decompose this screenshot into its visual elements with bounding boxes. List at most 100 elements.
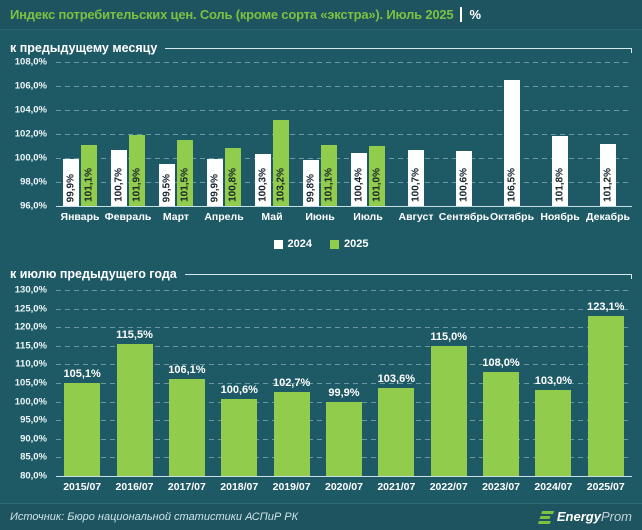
value-label: 101,1%: [323, 168, 335, 202]
gridline: [56, 364, 632, 366]
bar: 101,2%: [600, 143, 616, 206]
value-label: 123,1%: [587, 300, 625, 313]
category-label: 2025/07: [586, 481, 625, 493]
value-label: 108,0%: [482, 356, 520, 369]
plot-area: 99,9% 101,1% Январь 100,7% 101,9% Февраль 99,5…: [56, 62, 632, 223]
bar: 103,6%: [378, 373, 415, 476]
value-label: 100,3%: [257, 168, 269, 202]
bar-group: 108,0% 2023/07: [475, 290, 527, 493]
category-label: 2016/07: [115, 481, 154, 493]
y-axis: 80,0% 85,0% 90,0% 95,0% 100,0% 105,0% 110,0% 11…: [0, 285, 52, 482]
value-label: 100,7%: [113, 168, 125, 202]
bars-container: 105,1% 2015/07 115,5% 2016/07 106,1% 2017/07 1…: [56, 290, 632, 493]
value-label: 115,5%: [116, 328, 153, 341]
energyprom-logo: EnergyProm: [537, 508, 632, 526]
bar: 108,0%: [482, 357, 520, 476]
footer-bar: Источник: Бюро национальной статистики А…: [0, 503, 642, 530]
y-tick-label: 95,0%: [20, 414, 47, 426]
x-axis-line: [56, 206, 632, 207]
bar-group: 106,1% 2017/07: [161, 290, 213, 493]
category-label: Сентябрь: [438, 211, 490, 223]
bar: 102,7%: [273, 377, 310, 476]
bar: 101,5%: [177, 140, 193, 206]
bar-group: 99,8% 101,1% Июнь: [296, 62, 344, 223]
value-label: 103,0%: [534, 375, 573, 388]
bar: 100,6%: [456, 150, 472, 206]
bar: 101,1%: [321, 144, 337, 206]
y-tick-label: 115,0%: [15, 340, 47, 352]
bar-group: 115,5% 2016/07: [108, 290, 160, 493]
value-label: 101,9%: [131, 168, 143, 202]
value-label: 106,1%: [168, 363, 206, 376]
category-label: 2015/07: [63, 481, 102, 493]
legend-item-2025: 2025: [330, 238, 368, 250]
value-label: 103,6%: [377, 373, 415, 386]
bar-group: 99,9% 2020/07: [318, 290, 370, 493]
value-label: 100,6%: [458, 168, 470, 202]
legend-label-2025: 2025: [344, 238, 369, 250]
category-label: Декабрь: [586, 211, 630, 223]
y-axis: 96,0% 98,0% 100,0% 102,0% 104,0% 106,0% 108,0%: [0, 57, 52, 212]
y-tick-label: 120,0%: [14, 321, 47, 333]
title-bar: Индекс потребительских цен. Соль (кроме …: [0, 0, 642, 30]
category-label: 2019/07: [272, 481, 311, 493]
value-label: 100,7%: [410, 168, 422, 202]
bar: 115,5%: [116, 329, 153, 476]
value-label: 105,1%: [63, 367, 101, 380]
logo-text-light: Prom: [600, 509, 632, 524]
bars-container: 99,9% 101,1% Январь 100,7% 101,9% Февраль 99,5…: [56, 62, 632, 223]
bar: 123,1%: [587, 301, 624, 476]
value-label: 100,4%: [353, 168, 365, 202]
bar: 99,8%: [303, 160, 319, 206]
value-label: 101,2%: [602, 168, 614, 202]
bar: 100,7%: [408, 149, 424, 206]
category-label: 2018/07: [220, 481, 259, 493]
y-tick-label: 106,0%: [14, 80, 47, 92]
gridline: [56, 308, 632, 310]
bar: 100,7%: [111, 149, 127, 206]
bar-group: 100,7% 101,9% Февраль: [104, 62, 152, 223]
category-label: 2024/07: [534, 481, 573, 493]
bar: 103,0%: [535, 375, 572, 476]
section-header-yearly: к июлю предыдущего года: [10, 264, 633, 284]
bar-group: 103,0% 2024/07: [527, 290, 579, 493]
gridline: [56, 62, 632, 63]
y-tick-label: 100,0%: [14, 152, 47, 164]
bar-group: 105,1% 2015/07: [56, 290, 108, 493]
bar-group: 100,6% 2018/07: [213, 290, 265, 493]
page-title: Индекс потребительских цен. Соль (кроме …: [10, 7, 454, 22]
value-label: 115,0%: [430, 330, 468, 343]
value-label: 101,0%: [371, 168, 383, 202]
bar-group: 101,2% Декабрь: [584, 62, 632, 223]
y-tick-label: 105,0%: [14, 377, 47, 389]
legend-label-2024: 2024: [287, 238, 312, 250]
bar: 105,1%: [64, 368, 101, 476]
section-label: к предыдущему месяцу: [10, 41, 158, 55]
title-unit: %: [469, 7, 482, 22]
bar-group: 103,6% 2021/07: [370, 290, 422, 493]
bar: 101,8%: [552, 136, 568, 206]
category-label: Ноябрь: [540, 211, 580, 223]
legend-swatch-2024: [273, 239, 283, 249]
gridline: [56, 158, 632, 159]
bar-group: 99,9% 100,8% Апрель: [200, 62, 248, 223]
category-label: 2017/07: [167, 481, 206, 493]
bar-group: 106,5% Октябрь: [488, 62, 536, 223]
bar: 100,4%: [351, 153, 367, 206]
y-tick-label: 85,0%: [20, 451, 47, 463]
bar: 115,0%: [430, 331, 467, 476]
bar: 101,9%: [129, 135, 145, 206]
title-separator: [460, 7, 463, 22]
section-rule: [184, 273, 633, 279]
bar: 103,2%: [273, 119, 289, 206]
category-label: Июль: [353, 211, 383, 223]
bar-group: 100,4% 101,0% Июль: [344, 62, 392, 223]
value-label: 101,8%: [554, 168, 566, 202]
bar: 99,9%: [63, 159, 79, 206]
gridline: [56, 327, 632, 329]
value-label: 99,9%: [65, 173, 77, 202]
value-label: 100,8%: [227, 168, 239, 202]
section-rule: [165, 47, 632, 53]
bar: 106,5%: [504, 80, 520, 206]
